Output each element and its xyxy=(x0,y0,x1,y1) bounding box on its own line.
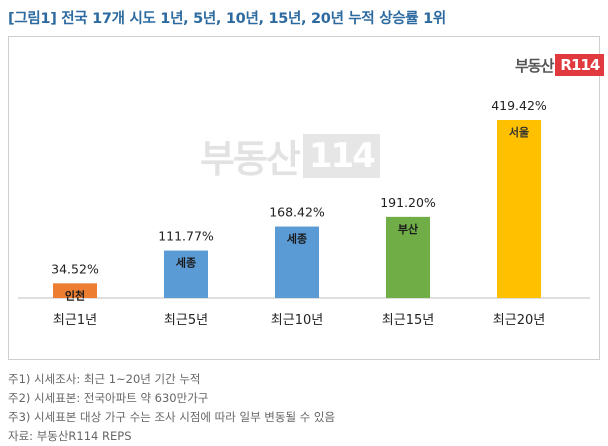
bar-region-label-1: 인천 xyxy=(65,288,85,302)
footnote-1: 주1) 시세조사: 최근 1~20년 기간 누적 xyxy=(8,372,201,386)
category-label-2: 최근5년 xyxy=(164,313,208,328)
figure-title: [그림1] 전국 17개 시도 1년, 5년, 10년, 15년, 20년 누적… xyxy=(8,11,446,27)
bar-region-label-2: 세종 xyxy=(176,256,196,270)
bar-1 xyxy=(53,283,97,298)
r114-logo: 부동산 R114 xyxy=(515,46,605,84)
value-label-2: 111.77% xyxy=(158,229,214,244)
footnote-2: 주2) 시세표본: 전국아파트 약 630만가구 xyxy=(8,391,209,405)
watermark: 부동산 114 xyxy=(200,128,380,183)
value-label-4: 191.20% xyxy=(380,195,436,210)
value-label-5: 419.42% xyxy=(491,98,547,113)
logo-text: 부동산 xyxy=(515,56,554,75)
bar-2 xyxy=(164,250,208,298)
category-label-4: 최근15년 xyxy=(382,313,434,328)
bar-region-label-5: 서울 xyxy=(509,125,529,139)
bar-4 xyxy=(386,216,430,298)
watermark-box: 114 xyxy=(302,133,380,178)
bar-5 xyxy=(497,120,541,298)
logo-box: R114 xyxy=(555,54,605,76)
category-label-5: 최근20년 xyxy=(493,313,545,328)
watermark-text: 부동산 xyxy=(200,137,301,181)
value-label-3: 168.42% xyxy=(269,205,325,220)
bar-region-label-4: 부산 xyxy=(398,222,418,236)
footnotes: 주1) 시세조사: 최근 1~20년 기간 누적 주2) 시세표본: 전국아파트… xyxy=(8,370,335,446)
category-label-1: 최근1년 xyxy=(53,313,97,328)
footnote-3: 주3) 시세표본 대상 가구 수는 조사 시점에 따라 일부 변동될 수 있음 xyxy=(8,410,336,424)
bar-region-label-3: 세종 xyxy=(287,232,307,246)
value-label-1: 34.52% xyxy=(51,261,99,276)
source-note: 자료: 부동산R114 REPS xyxy=(8,429,132,443)
bar-3 xyxy=(275,226,319,298)
category-label-3: 최근10년 xyxy=(271,313,323,328)
